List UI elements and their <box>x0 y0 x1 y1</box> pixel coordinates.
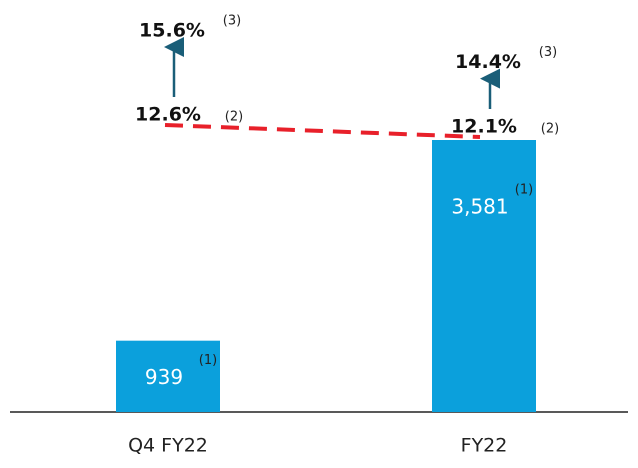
value-note: (1) <box>515 183 533 198</box>
margin-label: 12.6% <box>135 104 201 126</box>
adjusted-label: 14.4% <box>455 51 521 73</box>
margin-note: (2) <box>225 110 243 125</box>
margin-label: 12.1% <box>451 116 517 138</box>
adjusted-note: (3) <box>223 14 241 29</box>
value-note: (1) <box>199 353 217 368</box>
x-tick-label: Q4 FY22 <box>128 435 208 457</box>
bar <box>432 140 536 412</box>
adjusted-label: 15.6% <box>139 20 205 42</box>
value-label: 3,581 <box>451 195 508 219</box>
adjusted-note: (3) <box>539 45 557 60</box>
value-label: 939 <box>145 365 183 389</box>
bar <box>116 340 220 412</box>
x-tick-label: FY22 <box>461 435 508 457</box>
margin-line <box>164 123 481 139</box>
margin-note: (2) <box>541 122 559 137</box>
